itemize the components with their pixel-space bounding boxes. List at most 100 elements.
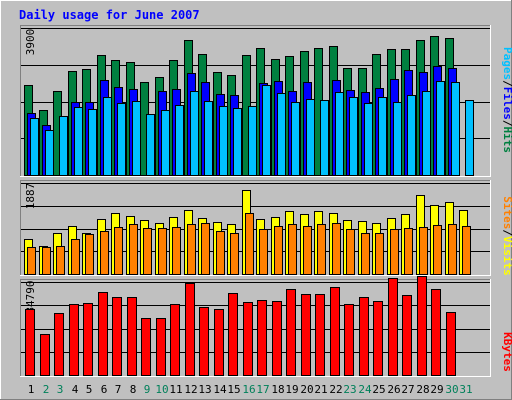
bar-pages-day-5: [88, 109, 97, 176]
bar-kbytes-day-5: [83, 303, 93, 376]
bar-pages-day-7: [117, 103, 126, 176]
x-tick-label-day-24: 24: [358, 383, 372, 396]
bar-pages-day-4: [74, 107, 83, 176]
bar-sites-day-18: [274, 226, 283, 275]
bar-kbytes-day-13: [199, 307, 209, 376]
bar-kbytes-day-18: [272, 301, 282, 376]
legend-sites: Sites: [501, 196, 512, 229]
x-tick-label-day-1: 1: [28, 383, 35, 396]
bar-kbytes-day-30: [446, 312, 456, 376]
x-tick-label-day-15: 15: [227, 383, 240, 396]
bar-sites-day-30: [448, 224, 457, 275]
bar-kbytes-day-21: [315, 294, 325, 376]
bar-kbytes-day-24: [359, 297, 369, 376]
x-tick-label-day-17: 17: [256, 383, 269, 396]
bar-sites-day-29: [433, 225, 442, 275]
bar-kbytes-day-27: [402, 295, 412, 376]
bar-kbytes-day-2: [40, 334, 50, 376]
bar-kbytes-day-22: [330, 287, 340, 376]
bar-sites-day-16: [245, 213, 254, 275]
x-tick-label-day-7: 7: [115, 383, 122, 396]
bar-pages-day-28: [422, 91, 431, 176]
bar-pages-day-23: [349, 97, 358, 176]
legend-files: Files: [501, 87, 512, 120]
x-tick-label-day-4: 4: [72, 383, 79, 396]
x-tick-label-day-2: 2: [43, 383, 50, 396]
bar-sites-day-5: [85, 234, 94, 275]
x-tick-label-day-13: 13: [198, 383, 211, 396]
legend-hits: Hits: [501, 127, 512, 154]
bar-sites-day-22: [332, 223, 341, 275]
bar-sites-day-19: [288, 224, 297, 275]
bar-sites-day-9: [143, 228, 152, 275]
hits-ymax-label: 3900: [24, 29, 37, 56]
bar-kbytes-day-6: [98, 292, 108, 376]
bar-sites-day-25: [375, 233, 384, 275]
chart-title: Daily usage for June 2007: [19, 8, 200, 22]
bar-pages-day-18: [277, 93, 286, 176]
bar-kbytes-day-16: [243, 302, 253, 376]
bar-kbytes-day-29: [431, 289, 441, 376]
bar-kbytes-day-1: [25, 309, 35, 376]
bar-sites-day-20: [303, 226, 312, 275]
bar-pages-day-31: [465, 100, 474, 176]
x-tick-label-day-5: 5: [86, 383, 93, 396]
bar-pages-day-8: [132, 101, 141, 176]
bar-sites-day-21: [317, 224, 326, 275]
bar-sites-day-31: [462, 226, 471, 275]
bar-kbytes-day-7: [112, 297, 122, 376]
bar-kbytes-day-23: [344, 304, 354, 376]
bar-sites-day-15: [230, 233, 239, 275]
x-tick-label-day-10: 10: [155, 383, 168, 396]
bar-pages-day-6: [103, 97, 112, 176]
bar-kbytes-day-3: [54, 313, 64, 376]
x-tick-label-day-12: 12: [184, 383, 197, 396]
x-tick-label-day-6: 6: [101, 383, 108, 396]
bar-sites-day-28: [419, 227, 428, 275]
visits-ymax-label: 1887: [24, 183, 37, 210]
bar-kbytes-day-19: [286, 289, 296, 376]
bar-pages-day-10: [161, 110, 170, 176]
x-tick-label-day-26: 26: [387, 383, 400, 396]
bar-sites-day-27: [404, 228, 413, 275]
bar-kbytes-day-4: [69, 304, 79, 376]
bar-kbytes-day-26: [388, 278, 398, 376]
visits-legend: Sites/Visits: [501, 196, 512, 276]
bar-kbytes-day-17: [257, 300, 267, 376]
bar-kbytes-day-25: [373, 301, 383, 376]
bar-pages-day-17: [262, 85, 271, 176]
bar-sites-day-4: [71, 239, 80, 275]
bar-sites-day-6: [100, 231, 109, 275]
bar-pages-day-27: [407, 95, 416, 176]
bar-sites-day-17: [259, 229, 268, 275]
bar-sites-day-10: [158, 228, 167, 275]
bar-pages-day-11: [175, 105, 184, 176]
x-tick-label-day-14: 14: [213, 383, 227, 396]
bar-kbytes-day-8: [127, 297, 137, 376]
bar-sites-day-2: [42, 247, 51, 275]
x-tick-label-day-27: 27: [401, 383, 414, 396]
x-tick-label-day-11: 11: [169, 383, 182, 396]
hits-legend: Pages/Files/Hits: [501, 47, 512, 153]
bar-pages-day-30: [451, 82, 460, 176]
bar-pages-day-12: [190, 91, 199, 176]
bar-pages-day-29: [436, 81, 445, 176]
bar-sites-day-14: [216, 231, 225, 275]
x-tick-label-day-28: 28: [416, 383, 429, 396]
bar-pages-day-21: [320, 100, 329, 176]
bar-sites-day-7: [114, 227, 123, 275]
bar-pages-day-24: [364, 103, 373, 176]
bar-kbytes-day-11: [170, 304, 180, 376]
bar-pages-day-20: [306, 99, 315, 176]
bar-sites-day-3: [56, 246, 65, 275]
bar-kbytes-day-28: [417, 276, 427, 376]
x-tick-label-day-19: 19: [285, 383, 298, 396]
bar-sites-day-1: [27, 247, 36, 275]
bar-kbytes-day-12: [185, 283, 195, 376]
bar-pages-day-15: [233, 108, 242, 176]
bar-sites-day-11: [172, 227, 181, 275]
legend-pages: Pages: [501, 47, 512, 80]
bar-pages-day-1: [30, 118, 39, 176]
bar-pages-day-25: [378, 97, 387, 176]
